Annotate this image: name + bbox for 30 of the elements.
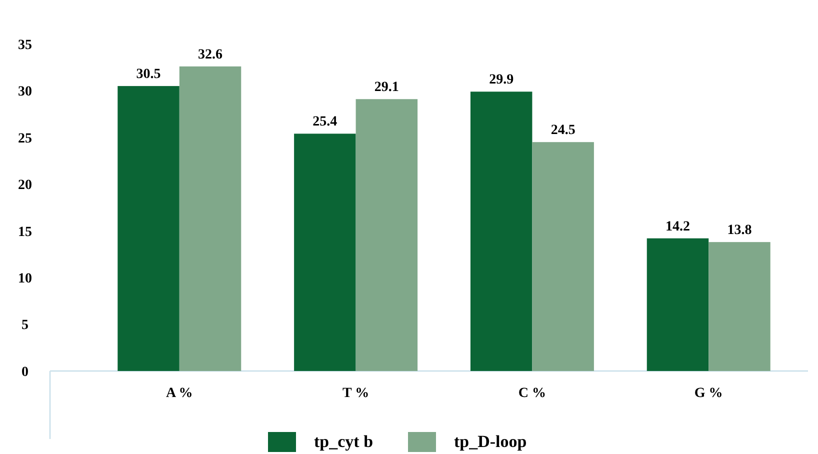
y-tick-label: 10 [18, 271, 32, 286]
bar [470, 92, 532, 371]
y-tick-label: 35 [18, 38, 32, 53]
bar [356, 99, 418, 371]
y-tick-label: 15 [18, 224, 32, 240]
bar [294, 134, 356, 371]
y-tick-label: 25 [18, 131, 32, 146]
x-tick-label: T % [342, 386, 370, 401]
data-label: 13.8 [727, 223, 752, 238]
y-tick-label: 5 [22, 318, 28, 334]
data-label: 32.6 [198, 47, 223, 62]
data-label: 24.5 [550, 123, 576, 138]
legend-label: tp_cyt b [314, 432, 374, 451]
x-tick-label: G % [694, 386, 723, 401]
data-label: 25.4 [312, 114, 338, 130]
data-label: 30.5 [136, 67, 161, 82]
bar [179, 66, 242, 371]
bar [708, 242, 770, 371]
legend-label: tp_D-loop [454, 432, 527, 451]
data-label: 29.1 [374, 80, 399, 96]
data-label: 29.9 [489, 72, 514, 88]
data-label: 14.2 [665, 219, 690, 234]
bar [646, 238, 709, 371]
y-tick-label: 20 [18, 178, 32, 194]
bar [118, 86, 180, 371]
x-tick-label: C % [518, 386, 546, 401]
bar [532, 142, 594, 371]
y-tick-label: 30 [18, 84, 32, 100]
y-tick-label: 0 [22, 364, 28, 380]
x-tick-label: A % [166, 386, 193, 401]
